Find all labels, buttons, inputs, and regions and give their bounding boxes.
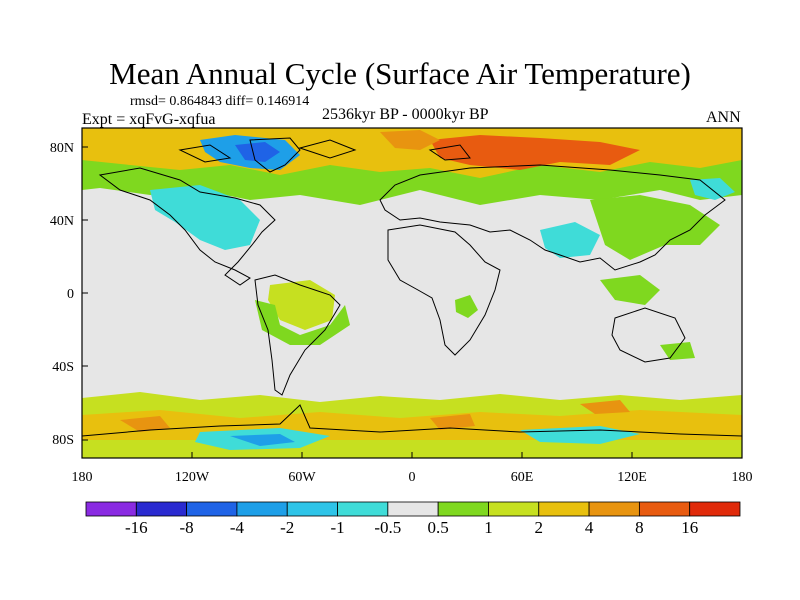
stats-text: rmsd= 0.864843 diff= 0.146914 xyxy=(130,94,310,109)
canada-cool-region xyxy=(150,185,260,250)
colorbar-label: -8 xyxy=(179,518,194,537)
colorbar-box xyxy=(337,501,389,517)
lat-label-80n: 80N xyxy=(49,141,74,156)
colorbar-label: 16 xyxy=(681,518,699,537)
colorbar-label: -2 xyxy=(280,518,295,537)
colorbar-label: -1 xyxy=(330,518,345,537)
plot-title: Mean Annual Cycle (Surface Air Temperatu… xyxy=(109,56,691,91)
lat-label-0: 0 xyxy=(67,287,74,302)
colorbar-box xyxy=(538,501,590,517)
lon-label-180w: 180 xyxy=(71,470,93,485)
colorbar-box xyxy=(186,501,238,517)
coast-antarctica xyxy=(82,404,742,437)
colorbar-label: 8 xyxy=(635,518,644,537)
coast-australia xyxy=(611,307,686,363)
colorbar-box xyxy=(135,501,188,517)
colorbar xyxy=(85,501,741,517)
south-pacific-green-region xyxy=(660,342,695,360)
lon-label-180e: 180 xyxy=(731,470,753,485)
colorbar-label: -16 xyxy=(124,518,148,537)
lon-label-60e: 60E xyxy=(510,470,534,485)
amazon-warm-region xyxy=(268,280,335,330)
lon-label-0: 0 xyxy=(408,470,416,485)
colorbar-box xyxy=(689,501,741,517)
lon-label-60w: 60W xyxy=(288,470,316,485)
colorbar-box xyxy=(488,501,540,517)
lon-label-120e: 120E xyxy=(617,470,647,485)
arctic-green-region xyxy=(82,160,742,205)
west-pacific-green-region xyxy=(600,275,660,305)
colorbar-label: 0.5 xyxy=(427,518,449,537)
east-asia-warm-region xyxy=(590,195,720,260)
map-plot-area xyxy=(82,128,742,458)
scandinavia-hot-region xyxy=(380,130,440,150)
coast-south-america xyxy=(254,274,341,396)
coast-eurasia xyxy=(379,164,726,271)
antarctica-cold-region xyxy=(230,434,295,446)
coastlines xyxy=(82,137,742,437)
colorbar-box xyxy=(85,501,137,517)
coast-greenland xyxy=(249,137,301,173)
colorbar-box xyxy=(638,501,691,517)
season-label: ANN xyxy=(706,109,741,126)
colorbar-label: 2 xyxy=(534,518,544,537)
colorbar-label: -0.5 xyxy=(374,518,402,537)
colorbar-box xyxy=(286,501,338,517)
lat-label-40s: 40S xyxy=(52,360,74,375)
colorbar-box xyxy=(588,501,640,517)
colorbar-label: -4 xyxy=(229,518,244,537)
colorbar-box xyxy=(236,501,288,517)
colorbar-label: 4 xyxy=(584,518,594,537)
asia-cool-region xyxy=(540,222,600,258)
colorbar-box xyxy=(387,501,439,517)
coast-arctic-islands xyxy=(178,139,471,163)
coast-africa xyxy=(387,224,501,356)
colorbar-box xyxy=(437,501,489,517)
tropical-green-region xyxy=(255,300,350,345)
nw-pacific-cool-region xyxy=(690,178,735,200)
lon-label-120w: 120W xyxy=(174,470,210,485)
colorbar-label: 1 xyxy=(484,518,493,537)
coast-north-america xyxy=(98,167,276,286)
greenland-deep-cold-region xyxy=(235,142,280,162)
siberia-hot-region xyxy=(430,135,640,170)
experiment-label: Expt = xqFvG-xqfua xyxy=(82,111,216,128)
axis-ticks xyxy=(82,146,633,458)
africa-green-region xyxy=(455,295,478,318)
period-label: 2536kyr BP - 0000kyr BP xyxy=(322,106,489,123)
lat-label-80s: 80S xyxy=(52,433,74,448)
lat-label-40n: 40N xyxy=(49,214,74,229)
